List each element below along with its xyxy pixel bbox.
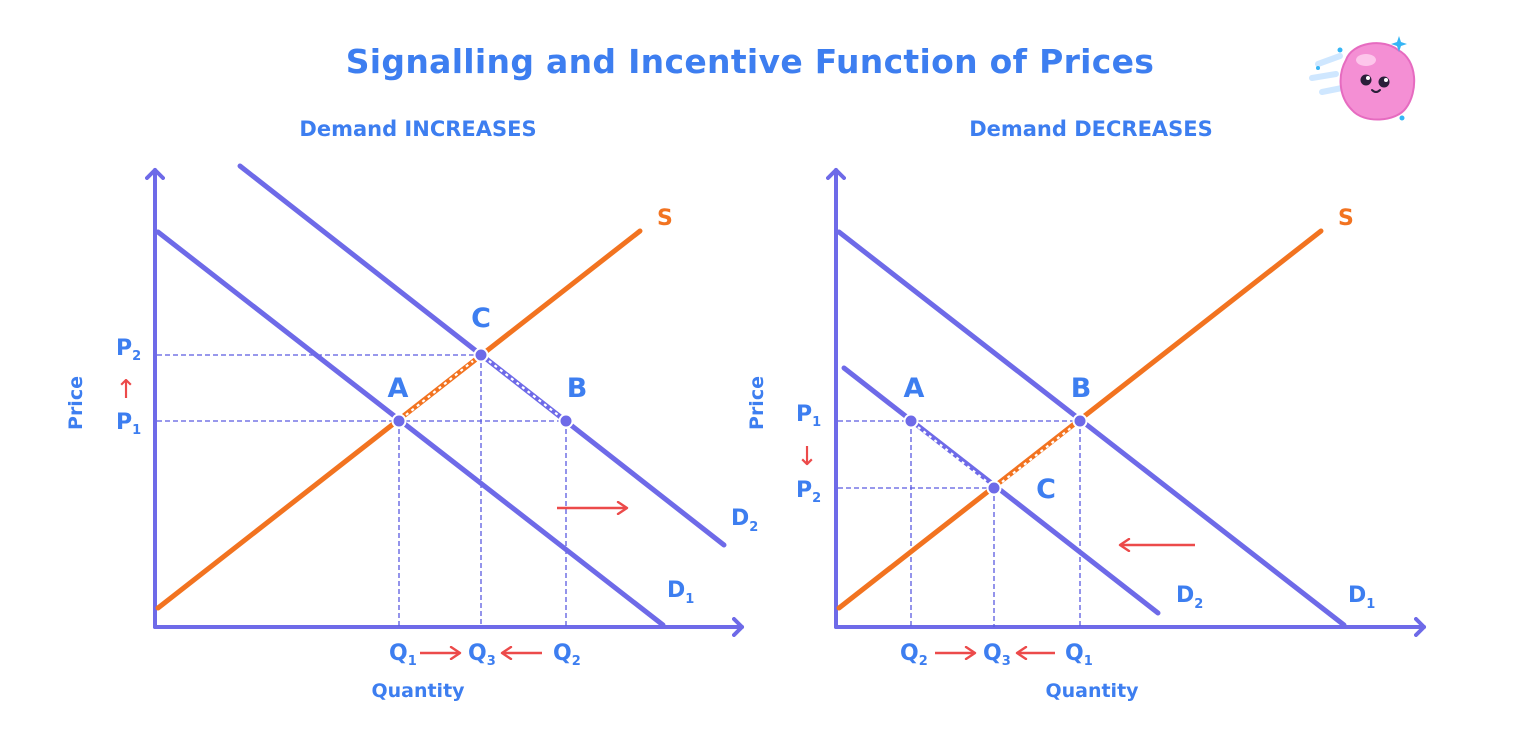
point-b-label: B [567,373,588,404]
price-change-arrow: ↓ [796,442,818,472]
point-b [1072,413,1088,429]
diagram-demand-decrease: Demand DECREASES A B C S D1 D2 Pri [746,117,1426,702]
point-a-label: A [388,373,409,404]
point-c [473,347,489,363]
point-a-label: A [904,373,925,404]
quantity-label-1: Q1 [389,641,417,669]
y-axis-label: Price [746,376,768,430]
point-b-label: B [1071,373,1092,404]
diagram-subtitle: Demand INCREASES [299,117,536,141]
demand-curve-d1 [155,229,666,628]
price-label-lower: P2 [796,478,821,506]
quantity-label-3: Q3 [468,641,496,669]
x-axis-label: Quantity [1045,680,1139,702]
point-c-label: C [1036,474,1056,505]
price-label-upper: P2 [116,336,141,364]
point-c [986,480,1002,496]
point-c-label: C [471,303,491,334]
quantity-label-1: Q1 [1065,641,1093,669]
d2-label: D2 [731,506,758,535]
movement-path-b-to-c [488,360,559,416]
point-a [903,413,919,429]
guide-lines [157,354,567,627]
supply-label: S [1338,206,1354,231]
pink-blob-mascot-icon [1309,36,1416,121]
point-b [558,413,574,429]
movement-path-a-to-c [405,360,474,416]
diagram-demand-increase: Demand INCREASES A C B S D1 D2 Pri [65,117,758,702]
movement-path-a-to-c [917,426,987,482]
price-label-lower: P1 [116,410,141,438]
page-title: Signalling and Incentive Function of Pri… [345,42,1155,81]
demand-curve-d1 [836,229,1347,628]
x-axis-label: Quantity [371,680,465,702]
price-label-upper: P1 [796,402,821,430]
quantity-label-2: Q2 [553,641,581,669]
supply-label: S [657,206,673,231]
movement-path-b-to-c [1001,426,1073,483]
quantity-label-2: Q2 [900,641,928,669]
price-change-arrow: ↑ [115,375,137,405]
point-a [391,413,407,429]
d1-label: D1 [1348,583,1375,612]
diagram-subtitle: Demand DECREASES [969,117,1213,141]
guide-lines [838,420,1081,627]
y-axis-label: Price [65,376,87,430]
quantity-label-3: Q3 [983,641,1011,669]
d1-label: D1 [667,578,694,607]
d2-label: D2 [1176,583,1203,612]
